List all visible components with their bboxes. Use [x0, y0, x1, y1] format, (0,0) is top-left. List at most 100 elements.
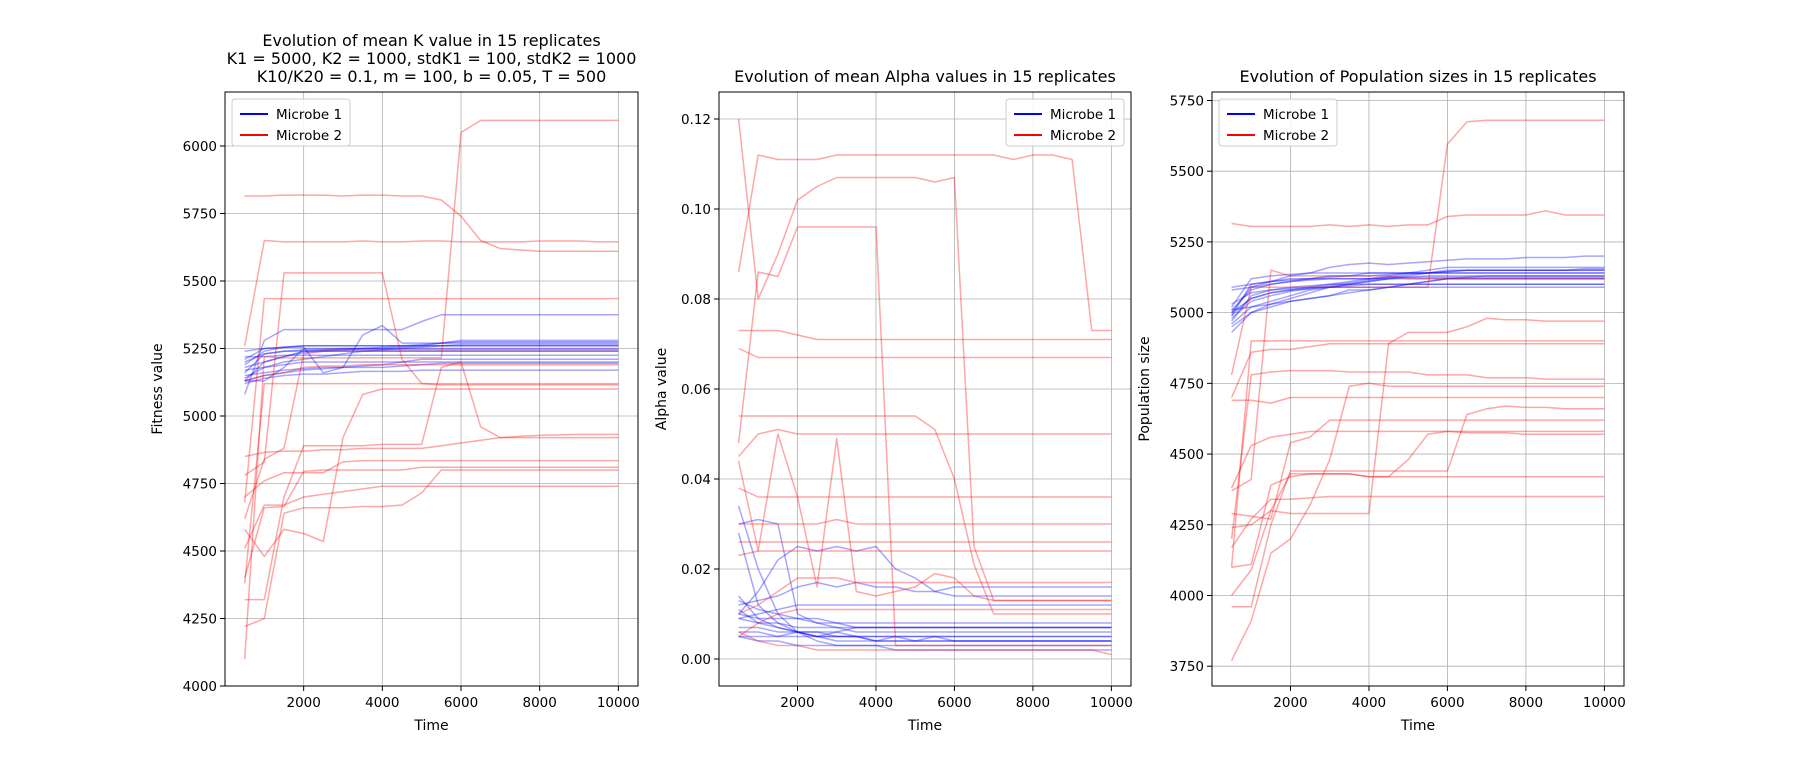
series-line-microbe2-22	[738, 428, 1112, 457]
series-line-microbe2-28	[1230, 495, 1605, 548]
series-line-microbe1-2	[1231, 255, 1605, 288]
series-line-microbe1-12	[738, 599, 1112, 629]
series-line-microbe2-22	[244, 361, 619, 601]
series-line-microbe2-17	[243, 239, 619, 346]
series-line-microbe1-3	[244, 339, 619, 363]
series-line-microbe1-6	[738, 581, 1112, 606]
plot-area	[1212, 92, 1624, 686]
series-line-microbe1-7	[244, 361, 619, 371]
x-tick-label: 4000	[365, 695, 399, 711]
legend-label: Microbe 2	[276, 128, 342, 144]
series-line-microbe2-20	[243, 119, 619, 660]
series-line-microbe2-20	[738, 347, 1112, 359]
series-line-microbe1-15	[244, 345, 619, 366]
series-line-microbe2-25	[243, 466, 619, 579]
y-tick-label: 5750	[1170, 93, 1204, 109]
series-line-microbe1-6	[1231, 266, 1605, 314]
series-line-microbe1-8	[738, 631, 1112, 642]
series-line-microbe1-14	[1231, 276, 1605, 291]
series-line-microbe1-6	[244, 362, 619, 377]
y-tick-label: 0.00	[681, 652, 711, 668]
plot-area	[225, 92, 638, 686]
y-tick-label: 6000	[183, 139, 217, 155]
y-tick-label: 4500	[183, 544, 217, 560]
x-tick-label: 4000	[859, 695, 893, 711]
y-tick-label: 0.02	[681, 562, 711, 578]
y-tick-label: 4250	[183, 612, 217, 628]
series-line-microbe1-1	[243, 314, 619, 395]
series-line-microbe2-25	[1231, 405, 1605, 608]
y-tick-label: 0.06	[681, 382, 711, 398]
series-line-microbe1-7	[1230, 272, 1605, 308]
x-tick-label: 2000	[780, 695, 814, 711]
x-tick-label: 6000	[1430, 695, 1464, 711]
series-line-microbe1-1	[1231, 277, 1605, 333]
series-line-microbe2-20	[1230, 340, 1605, 568]
series-line-microbe2-23	[244, 469, 619, 628]
legend-label: Microbe 2	[1050, 128, 1116, 144]
x-tick-label: 10000	[1583, 695, 1626, 711]
chart-title-line-1: Evolution of Population sizes in 15 repl…	[1239, 67, 1596, 86]
axes-frame	[224, 91, 639, 687]
series-line-microbe1-11	[1231, 286, 1605, 305]
series-line-microbe1-13	[738, 626, 1112, 642]
x-tick-label: 2000	[1273, 695, 1307, 711]
series-line-microbe2-17	[737, 118, 1112, 602]
x-axis-label: Time	[413, 718, 448, 734]
series-line-microbe2-29	[244, 363, 619, 382]
series-line-microbe2-24	[1230, 382, 1605, 661]
y-tick-label: 4750	[183, 477, 217, 493]
series-line-microbe2-18	[1231, 269, 1605, 492]
series-line-microbe2-21	[738, 415, 1112, 615]
series-line-microbe1-1	[738, 518, 1112, 633]
chart-title-line-1: Evolution of mean K value in 15 replicat…	[262, 31, 600, 50]
series-line-microbe1-3	[738, 595, 1112, 642]
y-tick-label: 5250	[1170, 235, 1204, 251]
series-line-microbe1-9	[244, 343, 619, 379]
x-tick-label: 8000	[1509, 695, 1543, 711]
y-tick-label: 4750	[1170, 376, 1204, 392]
series-line-microbe2-18	[243, 297, 619, 503]
series-line-microbe1-11	[244, 324, 619, 374]
y-axis-label: Population size	[1137, 336, 1153, 441]
y-tick-label: 0.12	[681, 112, 711, 128]
series-line-microbe2-24	[244, 388, 619, 558]
legend: Microbe 1 Microbe 2	[231, 98, 351, 147]
series-line-microbe2-23	[737, 433, 1112, 602]
x-tick-label: 6000	[937, 695, 971, 711]
series-line-microbe2-22	[1231, 419, 1605, 520]
series-line-microbe2-26	[243, 382, 619, 584]
chart-title-line-2: K1 = 5000, K2 = 1000, stdK1 = 100, stdK2…	[227, 49, 637, 68]
x-axis-label: Time	[1400, 718, 1435, 734]
series-line-microbe2-30	[1230, 430, 1605, 489]
series-line-microbe1-4	[1231, 275, 1605, 325]
series-line-microbe2-26	[1231, 317, 1605, 596]
chart-panel-3: 2000 4000 6000 8000 10000 3750 4000 4250 4500 475…	[1137, 67, 1626, 734]
series-line-microbe1-8	[1231, 269, 1605, 328]
x-tick-label: 8000	[1016, 695, 1050, 711]
series-line-microbe1-10	[738, 613, 1112, 624]
series-line-microbe1-14	[244, 350, 619, 374]
series-line-microbe1-9	[1231, 277, 1605, 314]
series-line-microbe2-27	[244, 433, 619, 458]
chart-title-line-3: K10/K20 = 0.1, m = 100, b = 0.05, T = 50…	[257, 67, 607, 86]
y-tick-label: 5000	[1170, 306, 1204, 322]
series-line-microbe2-28	[738, 577, 1112, 615]
y-axis-label: Fitness value	[150, 343, 166, 434]
series-line-microbe2-28	[244, 459, 619, 498]
series-line-microbe1-5	[244, 354, 619, 358]
series-line-microbe1-2	[738, 545, 1112, 615]
legend-label: Microbe 1	[1050, 107, 1116, 123]
series-line-microbe1-9	[737, 532, 1112, 638]
series-line-microbe1-15	[1231, 283, 1605, 317]
x-tick-label: 4000	[1352, 695, 1386, 711]
chart-panel-2: 2000 4000 6000 8000 10000 0.00 0.02 0.04 0.06 0.0…	[654, 67, 1133, 734]
series-line-microbe2-27	[738, 550, 1112, 557]
y-tick-label: 5750	[183, 207, 217, 223]
series-line-microbe1-10	[1231, 283, 1605, 322]
legend-label: Microbe 1	[276, 107, 342, 123]
series-line-microbe1-14	[738, 608, 1112, 638]
x-tick-label: 6000	[444, 695, 478, 711]
series-line-microbe1-11	[738, 635, 1112, 651]
